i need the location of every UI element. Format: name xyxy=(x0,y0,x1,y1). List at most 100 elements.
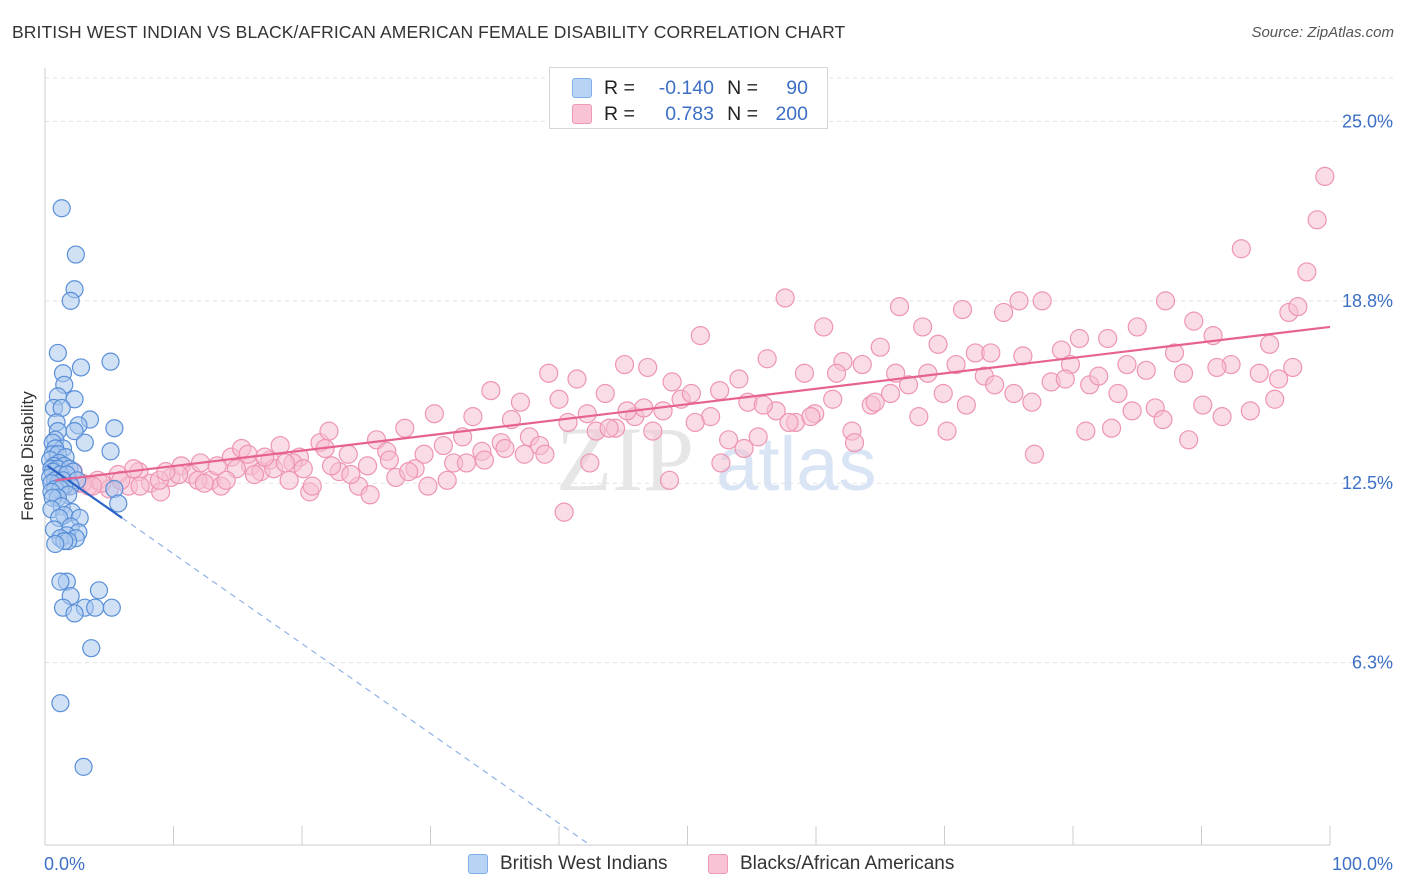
pink-point-61 xyxy=(643,421,663,441)
pink-point-80 xyxy=(823,389,843,409)
legend-r-label: R = xyxy=(604,76,635,99)
pink-point-113 xyxy=(1136,360,1156,380)
pink-point-165 xyxy=(514,444,534,464)
pink-point-121 xyxy=(1212,407,1232,427)
blue-point-3 xyxy=(61,291,80,310)
pink-point-135 xyxy=(1207,357,1227,378)
blue-point-74 xyxy=(102,598,121,617)
blue-point-81 xyxy=(74,757,93,776)
pink-point-155 xyxy=(734,438,754,459)
blue-point-16 xyxy=(105,419,124,438)
pink-point-130 xyxy=(1297,262,1317,282)
blue-point-24 xyxy=(101,442,120,461)
pink-point-75 xyxy=(775,288,795,308)
bottom-legend-swatch-pink xyxy=(708,854,728,874)
pink-point-85 xyxy=(870,337,890,357)
legend-n-label: N = xyxy=(727,76,758,99)
pink-point-53 xyxy=(567,369,587,389)
pink-point-157 xyxy=(685,412,705,433)
blue-point-6 xyxy=(71,358,91,377)
pink-point-141 xyxy=(1055,369,1075,389)
series-british-west-indians xyxy=(41,199,128,776)
pink-point-29 xyxy=(338,444,358,464)
pink-point-156 xyxy=(711,453,731,473)
pink-point-137 xyxy=(1153,409,1173,430)
pink-point-62 xyxy=(653,401,673,421)
legend-n-value-pink: 200 xyxy=(775,102,808,125)
pink-point-145 xyxy=(952,299,973,320)
legend-row-pink: R = 0.783 N = 200 xyxy=(572,102,808,126)
bottom-legend-swatch-blue xyxy=(468,854,488,874)
blue-point-20 xyxy=(75,433,94,452)
bottom-legend-item-pink[interactable]: Blacks/African Americans xyxy=(708,852,954,876)
y-tick-label-1: 12.5% xyxy=(1342,473,1393,493)
pink-point-151 xyxy=(826,363,847,383)
pink-point-38 xyxy=(424,404,444,424)
pink-point-129 xyxy=(1288,297,1308,317)
pink-point-153 xyxy=(779,412,799,433)
pink-point-92 xyxy=(937,421,957,441)
x-axis-max-label: 100.0% xyxy=(1332,854,1393,874)
pink-point-162 xyxy=(580,453,600,473)
pink-point-117 xyxy=(1173,363,1194,383)
pink-point-154 xyxy=(753,395,773,415)
pink-point-200 xyxy=(293,459,313,479)
pink-point-185 xyxy=(130,476,150,496)
pink-point-111 xyxy=(1117,354,1137,375)
pink-point-52 xyxy=(558,412,578,433)
pink-point-169 xyxy=(437,470,457,490)
bottom-legend-label-pink: Blacks/African Americans xyxy=(740,853,955,874)
blue-point-0 xyxy=(52,199,71,218)
pink-point-146 xyxy=(933,383,953,404)
pink-point-195 xyxy=(194,473,214,493)
pink-point-93 xyxy=(946,354,966,375)
pink-point-83 xyxy=(852,354,872,375)
pink-point-161 xyxy=(599,418,619,438)
pink-point-77 xyxy=(794,363,815,383)
pink-point-176 xyxy=(302,476,322,496)
pink-point-118 xyxy=(1184,311,1204,331)
pink-point-50 xyxy=(539,363,559,383)
blue-point-1 xyxy=(66,245,85,264)
legend-swatch-blue xyxy=(572,78,592,98)
trendlines xyxy=(46,325,1331,847)
pink-point-99 xyxy=(1004,383,1024,404)
pink-point-89 xyxy=(909,407,929,427)
legend-r-label: R = xyxy=(604,102,635,125)
pink-point-167 xyxy=(474,450,495,470)
pink-point-197 xyxy=(238,444,258,464)
pink-point-79 xyxy=(814,317,834,337)
pink-point-87 xyxy=(889,297,910,317)
blue-point-5 xyxy=(101,352,120,371)
pink-point-140 xyxy=(1076,421,1096,441)
pink-point-65 xyxy=(681,383,701,404)
pink-point-163 xyxy=(554,502,574,522)
y-tick-label-3: 25.0% xyxy=(1342,111,1393,131)
pink-point-69 xyxy=(719,430,739,450)
blue-point-54 xyxy=(109,494,128,513)
legend-r-value-pink: 0.783 xyxy=(665,102,714,125)
stats-legend: R = -0.140 N = 90 R = 0.783 N = 200 xyxy=(549,67,828,129)
pink-point-150 xyxy=(844,433,865,453)
blue-trendline-extension xyxy=(121,517,592,847)
pink-point-56 xyxy=(595,383,615,404)
pink-point-175 xyxy=(321,456,342,476)
pink-point-142 xyxy=(1024,444,1045,464)
pink-point-42 xyxy=(463,407,483,427)
blue-point-79 xyxy=(82,639,101,658)
blue-trendline xyxy=(46,464,123,519)
pink-point-109 xyxy=(1098,328,1118,349)
x-axis-min-label: 0.0% xyxy=(44,854,85,874)
y-tick-label-2: 18.8% xyxy=(1342,291,1393,311)
pink-point-168 xyxy=(456,453,477,473)
pink-point-101 xyxy=(1022,392,1042,412)
source-label: Source: ZipAtlas.com xyxy=(1251,24,1394,41)
pink-point-35 xyxy=(395,418,415,438)
pink-point-39 xyxy=(433,435,453,456)
pink-point-116 xyxy=(1164,343,1185,363)
bottom-legend-item-blue[interactable]: British West Indians xyxy=(468,852,668,876)
pink-point-22 xyxy=(270,435,290,456)
pink-point-88 xyxy=(898,375,919,395)
pink-point-44 xyxy=(481,380,501,401)
pink-point-149 xyxy=(865,392,885,412)
